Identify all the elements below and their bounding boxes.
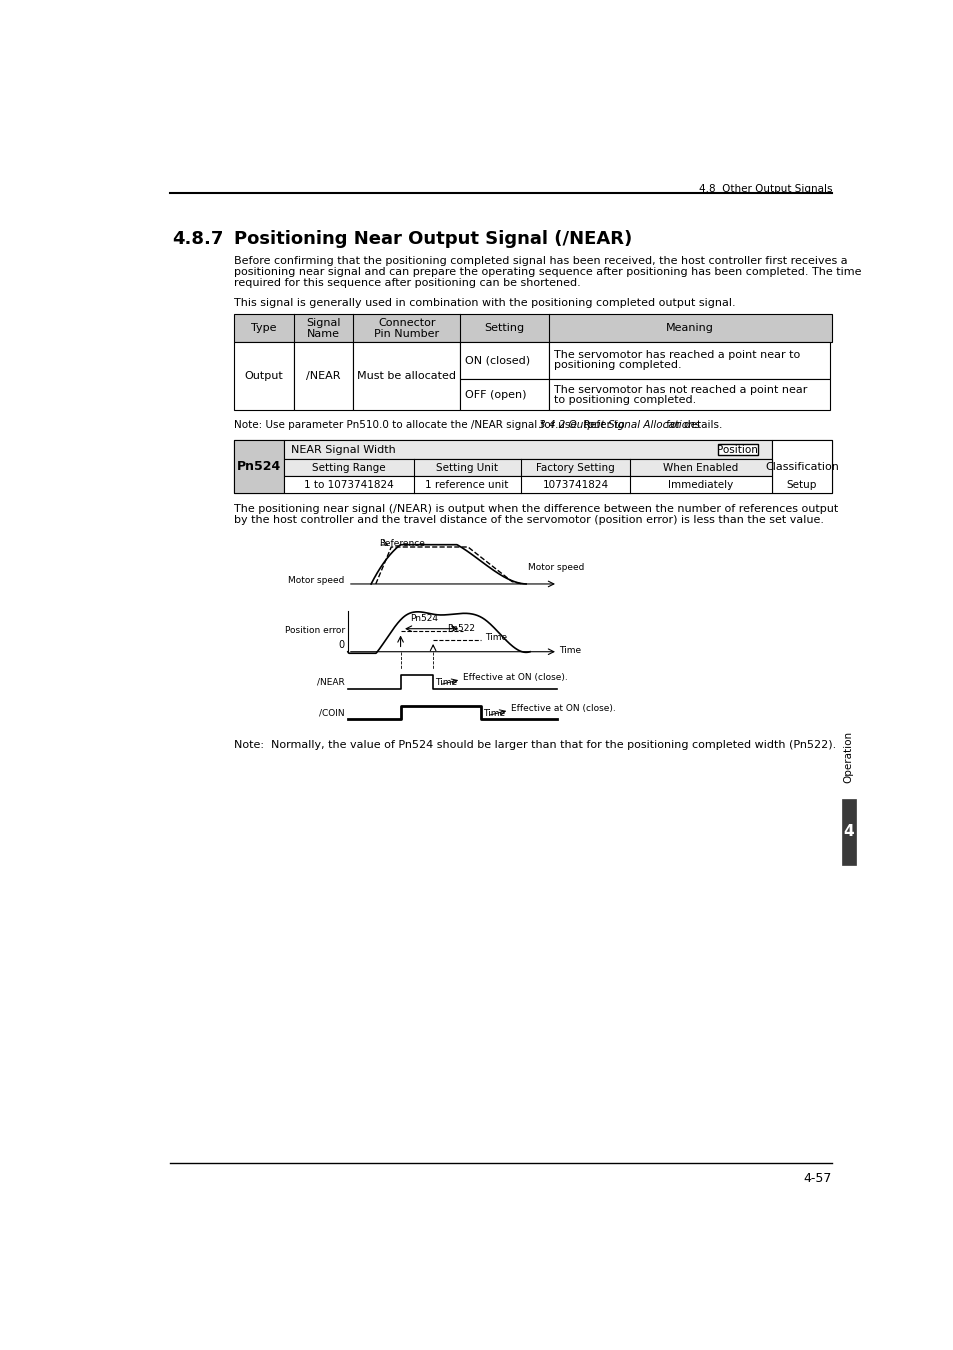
Text: Setting Range: Setting Range [312,463,385,472]
Text: /NEAR: /NEAR [306,371,340,381]
Text: 1 reference unit: 1 reference unit [425,479,508,490]
Text: The servomotor has reached a point near to: The servomotor has reached a point near … [554,350,800,360]
Text: Note: Use parameter Pn510.0 to allocate the /NEAR signal for use. Refer to: Note: Use parameter Pn510.0 to allocate … [233,420,627,429]
Text: Immediately: Immediately [668,479,733,490]
Text: by the host controller and the travel distance of the servomotor (position error: by the host controller and the travel di… [233,514,823,525]
Bar [233,342,294,410]
Bar [549,379,829,410]
Text: Before confirming that the positioning completed signal has been received, the h: Before confirming that the positioning c… [233,256,846,266]
Bar [284,477,771,493]
Text: Note:  Normally, the value of Pn524 should be larger than that for the positioni: Note: Normally, the value of Pn524 shoul… [233,740,836,749]
Text: Time: Time [483,709,505,718]
Text: required for this sequence after positioning can be shortened.: required for this sequence after positio… [233,278,580,288]
Text: /COIN: /COIN [319,707,344,717]
Text: The servomotor has not reached a point near: The servomotor has not reached a point n… [554,385,806,396]
Text: Position: Position [717,444,758,455]
Text: Time: Time [558,645,581,655]
Text: Positioning Near Output Signal (/NEAR): Positioning Near Output Signal (/NEAR) [233,230,632,248]
Text: to positioning completed.: to positioning completed. [554,396,696,405]
Bar [459,342,549,379]
Text: Classification: Classification [764,462,838,471]
Text: Pn522: Pn522 [447,624,475,633]
Text: 4.8.7: 4.8.7 [172,230,223,248]
Text: Position error: Position error [284,625,344,634]
Text: Type: Type [251,323,276,333]
Text: 4: 4 [842,825,853,840]
Text: 1073741824: 1073741824 [542,479,608,490]
Text: positioning completed.: positioning completed. [554,360,681,370]
Text: The positioning near signal (/NEAR) is output when the difference between the nu: The positioning near signal (/NEAR) is o… [233,504,838,514]
Text: OFF (open): OFF (open) [464,390,526,400]
Bar [233,440,284,493]
Text: Connector
Pin Number: Connector Pin Number [374,317,439,339]
Text: Pn524: Pn524 [410,614,437,624]
Text: When Enabled: When Enabled [662,463,738,472]
Text: 4-57: 4-57 [803,1172,831,1185]
Text: Operation: Operation [842,730,853,783]
Text: Setup: Setup [786,479,817,490]
Text: ON (closed): ON (closed) [464,355,530,366]
Text: Effective at ON (close).: Effective at ON (close). [462,674,567,682]
Text: Time: Time [484,633,507,641]
Bar [549,342,829,379]
Bar [284,459,771,477]
Text: positioning near signal and can prepare the operating sequence after positioning: positioning near signal and can prepare … [233,267,861,277]
Bar [294,342,353,410]
Text: Must be allocated: Must be allocated [357,371,456,381]
Text: This signal is generally used in combination with the positioning completed outp: This signal is generally used in combina… [233,297,735,308]
Text: Setting: Setting [484,323,524,333]
Bar [233,315,831,342]
Text: Effective at ON (close).: Effective at ON (close). [510,705,615,713]
Text: Setting Unit: Setting Unit [436,463,497,472]
Text: Reference: Reference [378,539,424,548]
Text: Factory Setting: Factory Setting [536,463,615,472]
Text: 0: 0 [338,640,344,651]
Text: Pn524: Pn524 [236,460,281,472]
Text: 4.8  Other Output Signals: 4.8 Other Output Signals [698,184,831,193]
Text: Meaning: Meaning [665,323,713,333]
Text: Time: Time [435,678,457,687]
Text: Motor speed: Motor speed [527,563,583,571]
Bar [841,799,855,864]
Bar [284,440,771,459]
Text: Signal
Name: Signal Name [306,317,340,339]
Text: Output: Output [244,371,283,381]
Text: 3.4.2 Output Signal Allocations: 3.4.2 Output Signal Allocations [537,420,699,429]
Bar [233,440,831,493]
Text: Motor speed: Motor speed [288,575,344,585]
Bar [353,342,459,410]
Text: for details.: for details. [661,420,721,429]
Bar [717,444,757,455]
Text: /NEAR: /NEAR [316,678,344,686]
Bar [459,379,549,410]
Text: 1 to 1073741824: 1 to 1073741824 [304,479,394,490]
Text: NEAR Signal Width: NEAR Signal Width [291,444,395,455]
Bar [771,440,831,493]
